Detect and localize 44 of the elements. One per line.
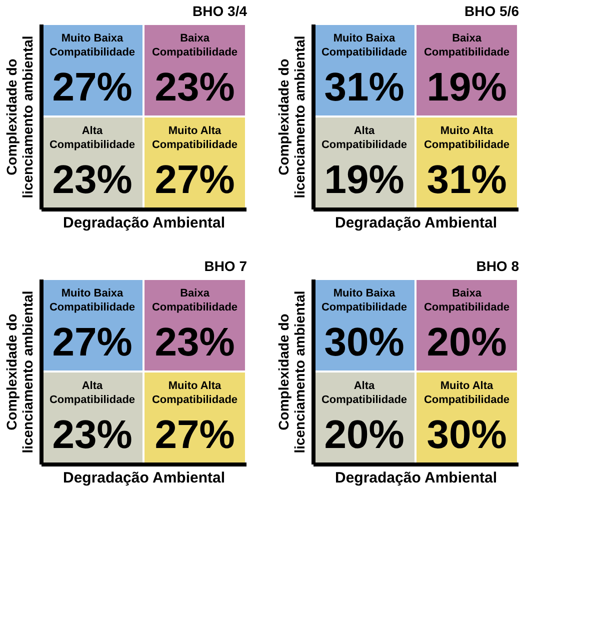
category-label: Alta Compatibilidade xyxy=(321,124,408,151)
category-label: Muito Alta Compatibilidade xyxy=(424,124,510,151)
text: Complexidade do licenciamento ambiental xyxy=(4,290,36,454)
category-label: Muito Baixa Compatibilidade xyxy=(49,32,136,58)
text: Degradação Ambiental xyxy=(335,470,497,486)
category-label: Baixa Compatibilidade xyxy=(152,287,238,314)
data-label: 31% xyxy=(324,65,404,110)
text: Complexidade do licenciamento ambiental xyxy=(276,290,308,454)
text: Degradação Ambiental xyxy=(335,214,497,232)
data-label: 27% xyxy=(52,65,132,110)
category-label: Alta Compatibilidade xyxy=(49,124,136,151)
data-label: 23% xyxy=(154,320,235,364)
text: BHO 5/6 xyxy=(464,3,520,19)
category-label: Muito Alta Compatibilidade xyxy=(152,124,238,151)
category-label: Baixa Compatibilidade xyxy=(152,32,238,58)
category-label: Alta Compatibilidade xyxy=(321,380,408,406)
text: Degradação Ambiental xyxy=(63,470,225,486)
category-label: Muito Baixa Compatibilidade xyxy=(49,287,136,314)
data-label: 19% xyxy=(324,158,404,202)
text: BHO 3/4 xyxy=(192,3,248,19)
data-label: 23% xyxy=(154,65,235,110)
data-label: 30% xyxy=(324,320,404,364)
data-label: 19% xyxy=(426,65,507,110)
data-label: 31% xyxy=(426,158,507,202)
text: Complexidade do licenciamento ambiental xyxy=(276,36,308,198)
category-label: Baixa Compatibilidade xyxy=(424,287,510,314)
category-label: Muito Baixa Compatibilidade xyxy=(321,32,408,58)
text: Degradação Ambiental xyxy=(63,214,225,232)
text: Complexidade do licenciamento ambiental xyxy=(4,36,36,198)
category-label: Alta Compatibilidade xyxy=(49,380,136,406)
data-label: 23% xyxy=(52,412,132,457)
data-label: 27% xyxy=(154,412,235,457)
text: BHO 8 xyxy=(476,258,520,274)
data-label: 23% xyxy=(52,158,132,202)
category-label: Muito Baixa Compatibilidade xyxy=(321,287,408,314)
category-label: Baixa Compatibilidade xyxy=(424,32,510,58)
category-label: Muito Alta Compatibilidade xyxy=(424,380,510,406)
data-label: 20% xyxy=(426,320,507,364)
data-label: 27% xyxy=(154,158,235,202)
category-label: Muito Alta Compatibilidade xyxy=(152,380,238,406)
data-label: 20% xyxy=(324,412,404,457)
data-label: 30% xyxy=(426,412,507,457)
text: BHO 7 xyxy=(204,258,248,274)
data-label: 27% xyxy=(52,320,132,364)
